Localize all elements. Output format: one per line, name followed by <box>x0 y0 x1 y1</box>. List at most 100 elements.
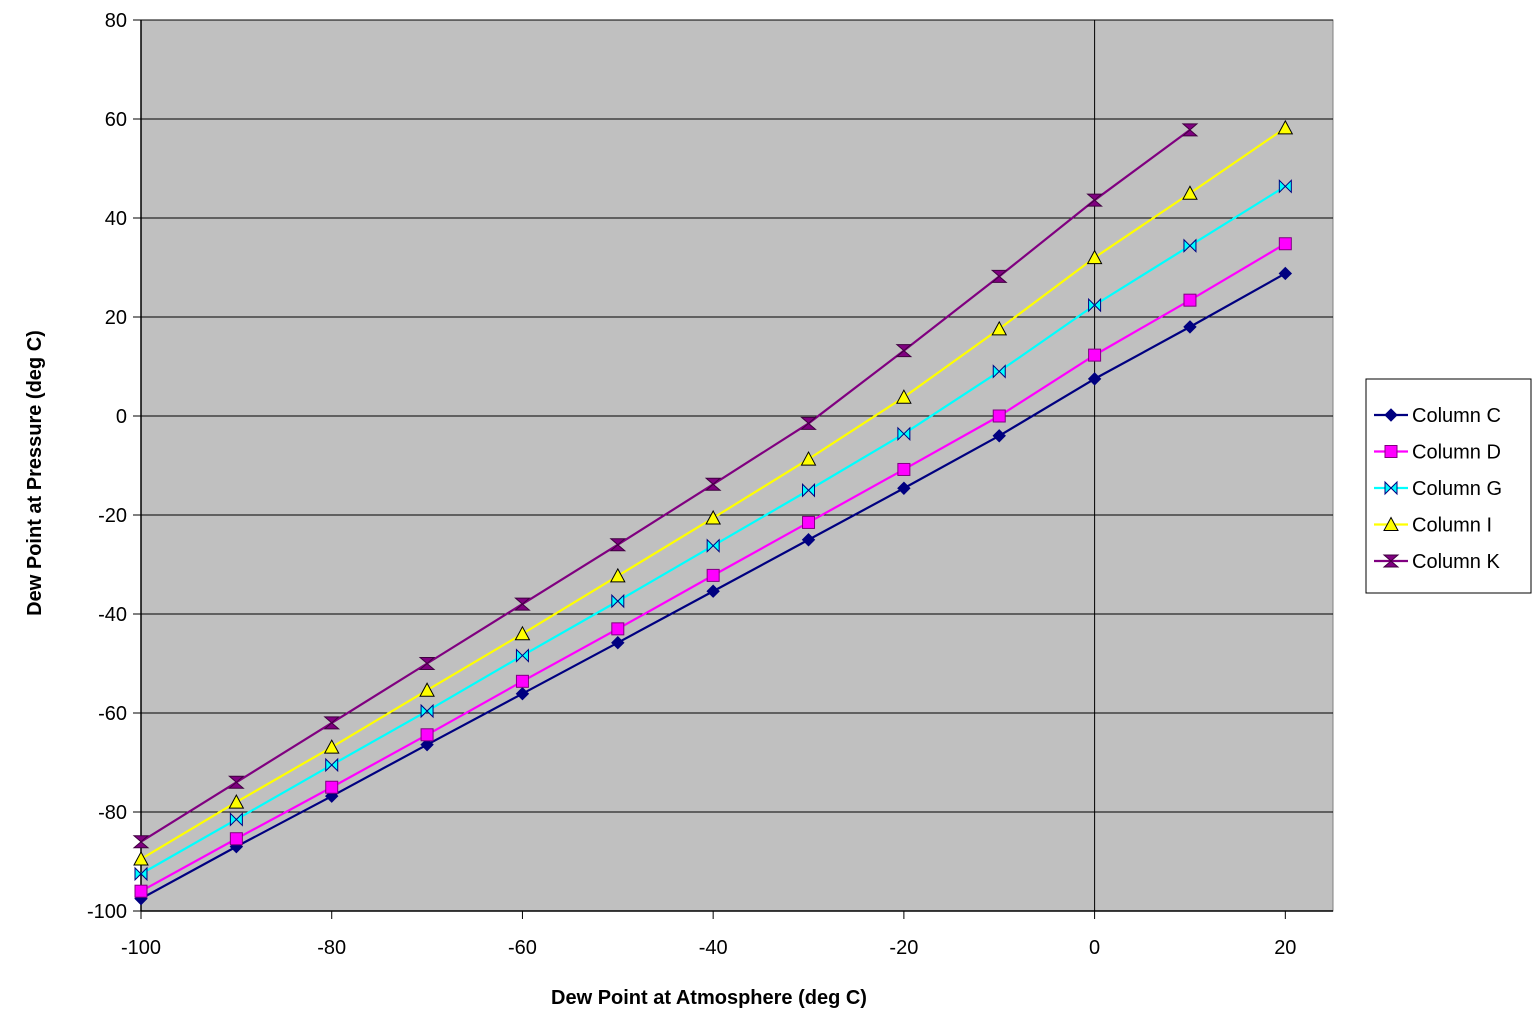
data-point <box>704 477 722 491</box>
data-point <box>897 426 911 442</box>
data-point <box>1183 320 1197 334</box>
data-point <box>419 682 435 697</box>
data-point <box>802 515 816 529</box>
y-tick-label: -100 <box>87 901 127 923</box>
data-point <box>1087 372 1102 386</box>
data-point <box>420 737 434 752</box>
x-axis-title: Dew Point at Atmosphere (deg C) <box>551 987 867 1009</box>
plot-area <box>140 19 1334 912</box>
x-tick-label: -40 <box>699 937 728 959</box>
data-point <box>515 686 530 701</box>
legend-label: Column G <box>1412 478 1502 500</box>
data-point <box>1278 266 1293 281</box>
data-point <box>611 636 625 650</box>
data-point <box>1088 348 1102 362</box>
y-tick-label: 40 <box>105 208 127 230</box>
y-tick-label: -40 <box>98 604 127 626</box>
y-tick-label: -80 <box>98 802 127 824</box>
series-line <box>140 129 1191 843</box>
data-point <box>992 409 1006 423</box>
data-point <box>1278 179 1292 194</box>
x-tick-label: 0 <box>1089 937 1100 959</box>
data-point <box>706 584 720 598</box>
data-point <box>990 269 1008 283</box>
x-tick-label: 20 <box>1274 937 1296 959</box>
data-point <box>611 622 625 636</box>
legend-label: Column C <box>1412 405 1501 427</box>
data-point <box>323 739 340 754</box>
data-point <box>705 509 721 525</box>
data-point <box>420 703 434 719</box>
series-column-g <box>134 179 1292 882</box>
x-tick-label: -100 <box>121 937 161 959</box>
data-point <box>611 593 625 609</box>
series-column-k <box>132 123 1199 849</box>
data-point <box>896 389 912 404</box>
data-point <box>992 429 1006 443</box>
x-tick-label: -20 <box>889 937 918 959</box>
y-tick-label: 0 <box>116 406 127 428</box>
legend-item: Column I <box>1374 515 1492 537</box>
data-point <box>418 657 436 670</box>
data-point <box>229 832 243 846</box>
legend-item: Column K <box>1374 551 1500 573</box>
axes <box>140 20 1333 912</box>
data-point <box>514 597 531 611</box>
legend-item: Column C <box>1374 405 1501 427</box>
data-point <box>991 320 1008 336</box>
y-tick-label: -20 <box>98 505 127 527</box>
data-point <box>515 648 529 663</box>
data-point <box>132 835 150 849</box>
legend-marker <box>1384 408 1398 422</box>
data-point <box>1181 123 1199 137</box>
y-tick-label: 80 <box>105 10 127 32</box>
legend-marker <box>1384 480 1398 496</box>
data-point <box>992 364 1006 379</box>
data-point <box>134 884 148 898</box>
data-point <box>514 625 531 641</box>
data-point <box>1086 249 1103 265</box>
tick-labels: -100 -80 -60 -40 -20 0 20 40 60 80 -100 -80 -60 -40 -2… <box>87 10 1296 959</box>
legend-marker <box>1384 445 1398 458</box>
data-point <box>1086 193 1103 207</box>
data-point <box>228 794 245 809</box>
data-point <box>800 416 817 430</box>
data-point <box>802 483 816 498</box>
data-point <box>323 716 341 730</box>
data-point <box>134 866 148 882</box>
data-point <box>228 775 245 789</box>
data-point <box>325 780 339 794</box>
data-point <box>706 538 720 553</box>
y-axis-title: Dew Point at Pressure (deg C) <box>24 330 46 616</box>
data-point <box>1183 238 1197 253</box>
legend: Column C Column D Column G Column I Column K <box>1365 378 1532 594</box>
legend-marker <box>1383 516 1399 531</box>
series-column-d <box>134 237 1292 898</box>
legend-label: Column K <box>1412 551 1500 573</box>
data-point <box>420 728 434 742</box>
y-tick-label: 60 <box>105 109 127 131</box>
data-point <box>1088 297 1102 313</box>
data-point <box>895 344 913 358</box>
legend-marker <box>1382 554 1400 568</box>
legend-label: Column I <box>1412 515 1492 537</box>
gridlines <box>141 19 1333 813</box>
data-point <box>1182 185 1198 200</box>
data-point <box>609 538 627 552</box>
data-point <box>800 451 817 466</box>
data-point <box>801 533 816 547</box>
data-point <box>897 481 911 495</box>
data-point <box>609 567 626 583</box>
data-point <box>133 850 149 866</box>
data-point <box>1183 293 1197 307</box>
series-layer <box>132 119 1294 906</box>
data-point <box>515 674 529 688</box>
legend-label: Column D <box>1412 442 1501 464</box>
data-point <box>229 812 243 827</box>
data-point <box>897 462 911 476</box>
data-point <box>1277 119 1294 135</box>
legend-item: Column D <box>1374 442 1501 464</box>
y-tick-label: -60 <box>98 703 127 725</box>
data-point <box>706 568 720 582</box>
